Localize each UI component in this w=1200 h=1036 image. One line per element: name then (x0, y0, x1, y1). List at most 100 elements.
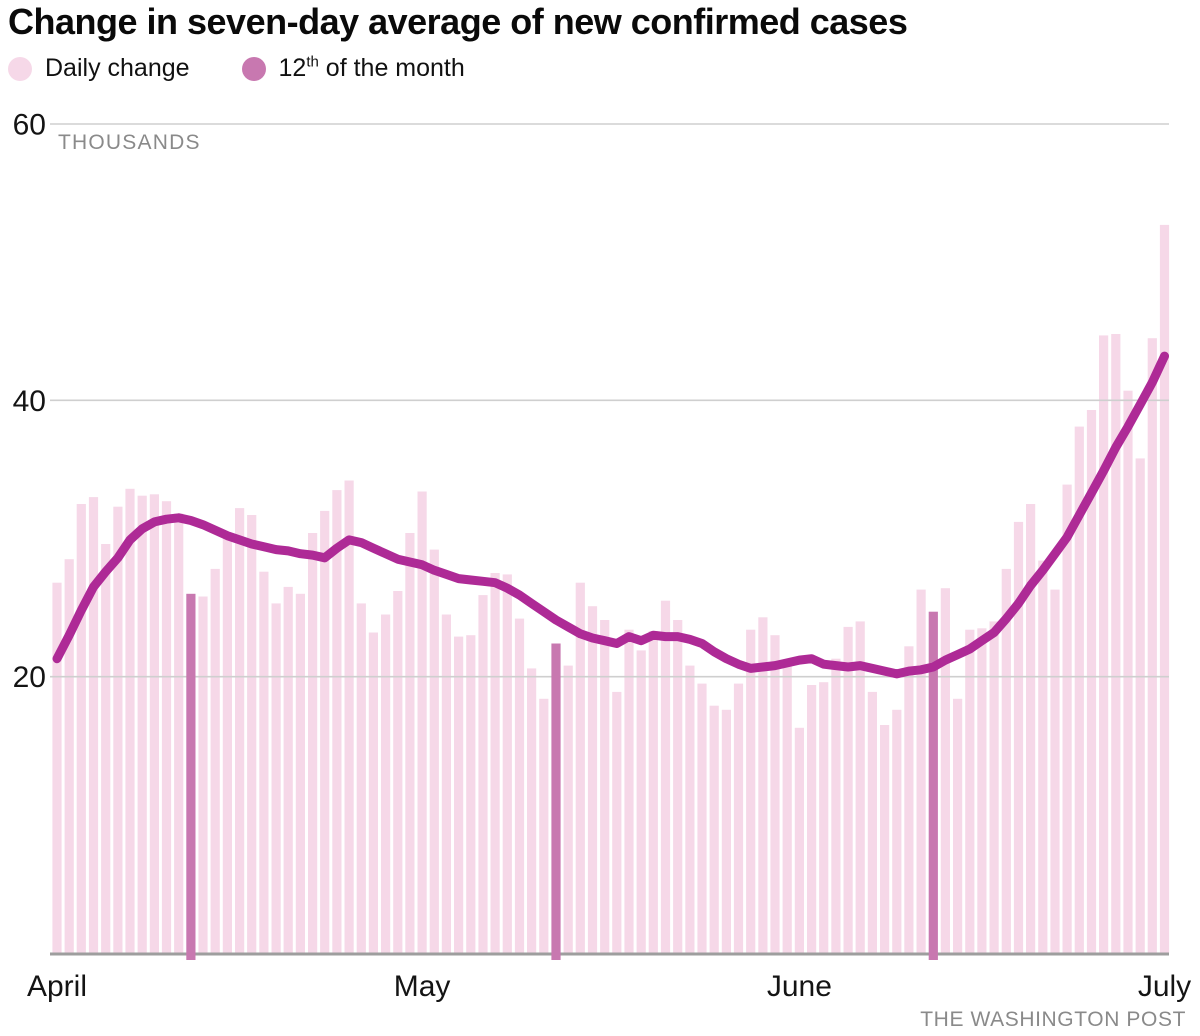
daily-bar (368, 632, 378, 953)
daily-bar (587, 606, 598, 953)
daily-bar (466, 635, 476, 953)
daily-bar (1026, 504, 1036, 953)
x-month-label: April (27, 970, 87, 1003)
daily-bar (612, 691, 622, 953)
daily-bar (819, 682, 829, 953)
daily-bar (977, 628, 987, 953)
daily-change-dot-icon (8, 56, 32, 81)
daily-bar (782, 660, 792, 953)
daily-bar (636, 650, 646, 953)
highlight-bar-12th (186, 593, 196, 960)
y-tick-label: 20 (13, 661, 46, 694)
daily-bar (794, 727, 804, 953)
legend-item-12th-of-month: 12th of the month (241, 53, 465, 83)
daily-bar (940, 588, 950, 953)
daily-bar (1038, 560, 1048, 953)
daily-bar (441, 614, 451, 953)
daily-bar (1159, 224, 1170, 953)
source-credit: THE WASHINGTON POST (920, 1008, 1186, 1031)
daily-bar (149, 494, 159, 953)
daily-bar (855, 621, 865, 953)
highlight-bar-12th (928, 611, 938, 960)
daily-bar (904, 646, 914, 953)
daily-bar (770, 635, 780, 953)
daily-bar (490, 573, 500, 953)
daily-bar (210, 568, 220, 953)
daily-bar (673, 620, 683, 953)
daily-bar (733, 683, 744, 953)
daily-bar (502, 574, 512, 953)
daily-bar (624, 629, 634, 953)
daily-bar (222, 533, 232, 953)
seven-day-average-line (52, 351, 1169, 679)
daily-bar (539, 698, 549, 953)
daily-bar (1050, 589, 1060, 953)
daily-bar (1135, 458, 1145, 953)
daily-bar (356, 603, 366, 953)
daily-bar (1111, 334, 1121, 953)
daily-bar (125, 488, 135, 953)
daily-bar (1099, 335, 1109, 953)
daily-bar (161, 501, 172, 953)
daily-bar (721, 709, 731, 953)
daily-bar (101, 544, 111, 953)
daily-bar (660, 600, 671, 953)
daily-bar (381, 614, 391, 953)
x-month-label: July (1138, 970, 1191, 1003)
daily-bar (247, 515, 257, 953)
legend-item-daily-change: Daily change (8, 54, 190, 83)
daily-bar (965, 629, 975, 953)
legend-label-daily-change: Daily change (45, 54, 190, 82)
daily-bar (563, 665, 573, 953)
daily-bar (600, 620, 610, 953)
daily-bar (758, 617, 768, 953)
y-tick-label: 40 (13, 385, 46, 418)
daily-bar (746, 629, 756, 953)
daily-bar (308, 533, 318, 953)
daily-bar (332, 490, 342, 953)
daily-bar (405, 533, 415, 953)
daily-bar (76, 504, 86, 953)
highlight-bars-group (186, 593, 938, 960)
daily-bar (575, 582, 585, 953)
daily-bar (514, 618, 525, 953)
daily-bar (478, 595, 488, 953)
y-tick-label: 60 (13, 109, 46, 142)
daily-bar (198, 596, 208, 953)
daily-bar (989, 621, 999, 953)
daily-bar (283, 586, 293, 953)
daily-bar (843, 626, 853, 953)
daily-bar (174, 513, 184, 953)
daily-bar (64, 559, 74, 953)
daily-bar (867, 691, 877, 953)
daily-bar (648, 631, 658, 953)
daily-bar (1086, 410, 1097, 953)
legend: Daily change 12th of the month (8, 54, 517, 83)
daily-bar (271, 603, 281, 953)
axis-unit-label: THOUSANDS (58, 131, 201, 154)
superscript-th: th (306, 53, 319, 71)
page-title: Change in seven-day average of new confi… (8, 1, 908, 42)
daily-bar (831, 658, 841, 953)
x-month-label: June (767, 970, 832, 1003)
12th-of-month-dot-icon (241, 56, 266, 81)
daily-bar (807, 685, 817, 953)
daily-bar (527, 668, 537, 953)
daily-bar (892, 709, 902, 953)
daily-bar (1013, 521, 1024, 953)
daily-bar (429, 549, 439, 953)
daily-bar (709, 705, 719, 953)
daily-bar (454, 636, 464, 953)
daily-bar (697, 683, 707, 953)
daily-bar (685, 665, 695, 953)
daily-bar (235, 508, 245, 953)
daily-bar (88, 497, 99, 953)
daily-bar (1147, 338, 1157, 953)
daily-bar (1123, 390, 1133, 953)
daily-bar (1001, 568, 1011, 953)
x-month-label: May (394, 970, 451, 1003)
daily-bar (259, 571, 269, 953)
daily-bar (137, 495, 147, 953)
daily-bars-group (52, 224, 1170, 954)
